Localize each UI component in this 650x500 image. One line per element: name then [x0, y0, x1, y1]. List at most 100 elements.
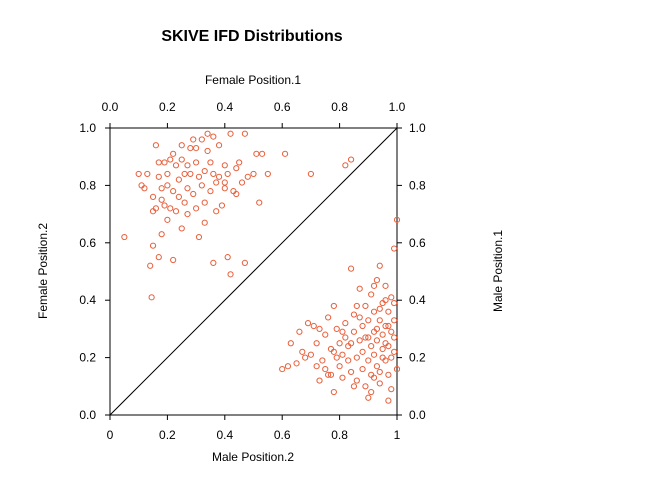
scatter-point — [359, 348, 366, 355]
scatter-point — [187, 144, 194, 152]
scatter-point — [213, 208, 220, 215]
scatter-point — [158, 231, 165, 238]
scatter-point — [391, 245, 398, 252]
scatter-point — [213, 179, 220, 186]
right-axis-title: Male Position.1 — [491, 230, 505, 312]
scatter-point — [207, 159, 214, 166]
top-axis-tick-label: 0.6 — [274, 100, 291, 114]
scatter-point — [362, 383, 369, 390]
scatter-point — [370, 351, 378, 358]
scatter-point — [293, 360, 300, 367]
scatter-point — [336, 363, 343, 370]
scatter-point — [333, 325, 340, 332]
scatter-point — [365, 357, 372, 364]
scatter-point — [201, 167, 208, 175]
scatter-point — [148, 294, 155, 301]
scatter-point — [376, 262, 383, 269]
scatter-point — [362, 334, 369, 341]
scatter-point — [236, 159, 243, 166]
scatter-point — [178, 156, 185, 163]
scatter-point — [385, 371, 392, 378]
scatter-point — [385, 397, 392, 404]
scatter-point — [284, 363, 292, 370]
scatter-point — [304, 320, 312, 327]
scatter-point — [376, 317, 383, 324]
scatter-point — [184, 211, 191, 218]
scatter-point — [345, 357, 352, 364]
scatter-point — [135, 170, 142, 178]
scatter-point — [330, 388, 337, 396]
bottom-axis-tick-label: 0.8 — [331, 428, 348, 442]
scatter-point — [373, 363, 381, 370]
scatter-point — [379, 345, 386, 353]
scatter-point — [296, 328, 303, 335]
scatter-point — [347, 265, 355, 272]
bottom-axis-tick-label: 0.4 — [216, 428, 233, 442]
scatter-point — [279, 365, 286, 373]
scatter-point — [307, 170, 314, 178]
scatter-point — [379, 331, 386, 338]
scatter-point — [339, 374, 346, 381]
scatter-point — [221, 185, 228, 192]
scatter-point — [215, 142, 223, 149]
scatter-point — [281, 150, 289, 157]
scatter-point — [250, 170, 257, 178]
scatter-point — [224, 254, 231, 261]
scatter-point — [178, 142, 185, 149]
scatter-point — [155, 159, 162, 166]
scatter-point — [382, 322, 389, 330]
scatter-point — [385, 322, 392, 330]
scatter-point — [158, 196, 165, 203]
scatter-point — [161, 202, 168, 209]
scatter-point — [370, 374, 378, 381]
scatter-point — [190, 136, 197, 143]
scatter-point — [149, 242, 157, 249]
scatter-point — [376, 368, 383, 376]
scatter-point — [210, 170, 217, 178]
scatter-point — [370, 308, 378, 315]
scatter-point — [322, 331, 329, 338]
scatter-point — [227, 271, 234, 278]
scatter-point — [388, 294, 395, 301]
scatter-point — [147, 262, 154, 269]
scatter-point — [170, 188, 177, 195]
scatter-point — [368, 291, 375, 298]
scatter-point — [195, 173, 203, 180]
scatter-point — [362, 302, 369, 310]
scatter-point — [155, 173, 162, 180]
scatter-point — [287, 340, 294, 347]
scatter-point — [327, 371, 335, 378]
left-axis-title: Female Position.2 — [36, 223, 50, 319]
scatter-point — [184, 162, 191, 169]
right-axis-tick-label: 0.4 — [409, 293, 426, 307]
bottom-axis-tick-label: 0 — [107, 428, 114, 442]
top-axis-tick-label: 0.4 — [216, 100, 233, 114]
scatter-point — [391, 317, 398, 324]
scatter-point — [359, 322, 366, 330]
scatter-point — [170, 150, 177, 157]
scatter-point — [155, 254, 162, 261]
bottom-axis-tick-label: 0.2 — [159, 428, 176, 442]
scatter-point — [356, 314, 363, 321]
scatter-point — [224, 170, 231, 178]
scatter-point — [319, 357, 326, 364]
bottom-axis-tick-label: 1 — [394, 428, 401, 442]
scatter-point — [210, 259, 217, 266]
top-axis-tick-label: 0.2 — [159, 100, 176, 114]
scatter-point — [310, 322, 317, 330]
scatter-point — [201, 199, 208, 206]
scatter-point — [215, 173, 223, 180]
scatter-point — [193, 159, 200, 166]
left-axis-tick-label: 0.4 — [79, 293, 96, 307]
scatter-point — [356, 285, 363, 292]
scatter-point — [339, 351, 346, 358]
scatter-point — [302, 354, 309, 361]
scatter-point — [350, 383, 358, 390]
scatter-point — [161, 159, 168, 166]
scatter-point — [121, 233, 128, 241]
scatter-point — [178, 225, 185, 232]
scatter-point — [307, 351, 314, 358]
scatter-point — [365, 334, 372, 341]
scatter-point — [376, 380, 383, 387]
